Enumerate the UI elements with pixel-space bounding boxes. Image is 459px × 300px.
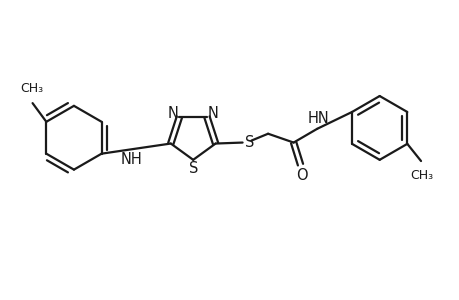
Text: N: N — [167, 106, 178, 121]
Text: CH₃: CH₃ — [20, 82, 43, 95]
Text: S: S — [244, 135, 253, 150]
Text: NH: NH — [120, 152, 142, 167]
Text: O: O — [295, 168, 307, 183]
Text: N: N — [207, 106, 218, 121]
Text: HN: HN — [307, 110, 328, 125]
Text: CH₃: CH₃ — [409, 169, 433, 182]
Text: S: S — [188, 161, 197, 176]
